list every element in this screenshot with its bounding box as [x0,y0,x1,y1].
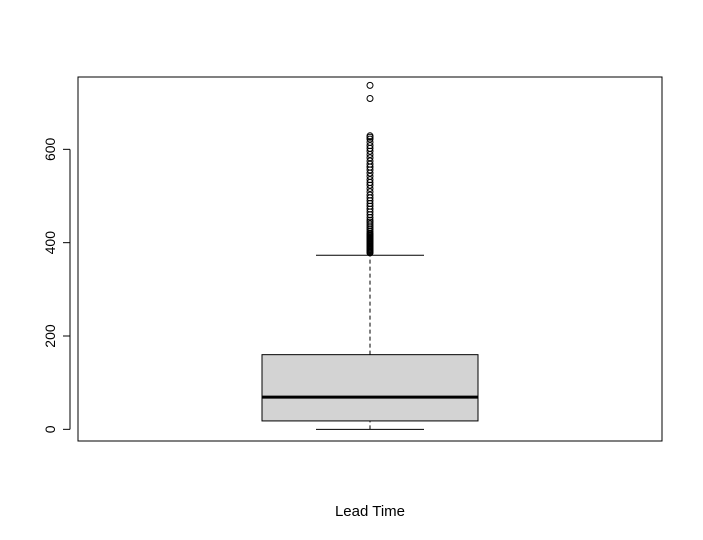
outlier-point [366,160,374,168]
outlier-point [366,218,374,226]
outlier-point [366,157,374,165]
outlier-point [366,135,374,143]
outlier-point [366,138,374,146]
y-tick-label: 400 [42,231,58,255]
y-axis: 0 200 400 600 [42,137,71,433]
outlier-point [366,172,374,180]
outlier-group [366,81,374,257]
y-tick-label: 200 [42,324,58,348]
outlier-point [366,188,374,196]
outlier-point [366,176,374,184]
y-tick-label: 0 [42,425,58,433]
outlier-point [366,220,374,228]
x-axis-title: Lead Time [335,503,405,520]
iqr-box [261,354,479,422]
outlier-point [366,81,374,89]
outlier-point [366,142,374,150]
outlier-point [366,94,374,102]
box-group [261,254,479,430]
outlier-point [366,154,374,162]
y-tick-label: 600 [42,137,58,161]
plot-frame [77,76,663,442]
outlier-point [366,132,374,140]
outlier-point [366,191,374,199]
